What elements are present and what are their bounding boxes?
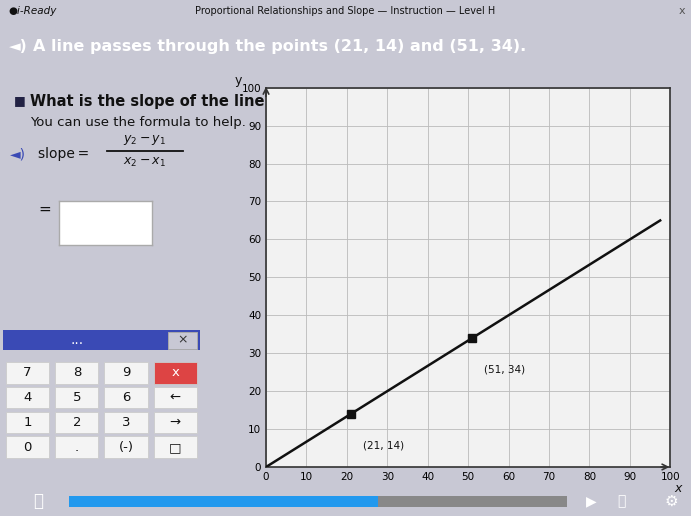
Text: You can use the formula to help.: You can use the formula to help. <box>30 116 246 130</box>
Text: =: = <box>38 202 50 217</box>
Text: ⏮: ⏮ <box>33 492 43 510</box>
Text: x: x <box>679 6 685 16</box>
Text: (21, 14): (21, 14) <box>363 441 404 450</box>
Text: $x_2 - x_1$: $x_2 - x_1$ <box>124 156 167 169</box>
Text: ◄): ◄) <box>9 39 28 54</box>
Text: ⚙: ⚙ <box>665 493 679 509</box>
Bar <box>3 330 200 350</box>
Bar <box>153 362 197 383</box>
Bar <box>169 332 197 349</box>
Text: ▶: ▶ <box>585 494 596 508</box>
Text: 4: 4 <box>23 391 32 404</box>
Bar <box>153 437 197 458</box>
Text: 3: 3 <box>122 416 131 429</box>
Bar <box>6 412 49 433</box>
Text: □: □ <box>169 441 182 454</box>
Text: x: x <box>674 482 682 495</box>
Text: What is the slope of the line?: What is the slope of the line? <box>30 94 273 109</box>
Text: 6: 6 <box>122 391 130 404</box>
Text: x: x <box>171 366 179 379</box>
Text: ←: ← <box>170 391 181 404</box>
Bar <box>6 386 49 409</box>
Bar <box>69 496 567 507</box>
Bar <box>55 437 99 458</box>
Bar <box>104 386 148 409</box>
Bar <box>6 362 49 383</box>
Bar <box>153 386 197 409</box>
Text: 0: 0 <box>23 441 32 454</box>
Text: .: . <box>75 441 79 454</box>
Bar <box>55 362 99 383</box>
Text: 2: 2 <box>73 416 81 429</box>
Bar <box>104 412 148 433</box>
Text: 1: 1 <box>23 416 32 429</box>
Text: ◄): ◄) <box>10 148 26 162</box>
Text: ■: ■ <box>14 94 26 107</box>
Text: $y_2 - y_1$: $y_2 - y_1$ <box>124 133 167 148</box>
Text: 7: 7 <box>23 366 32 379</box>
Bar <box>55 412 99 433</box>
Text: 8: 8 <box>73 366 81 379</box>
Bar <box>55 386 99 409</box>
Text: 9: 9 <box>122 366 130 379</box>
Text: slope =: slope = <box>38 148 89 162</box>
Bar <box>6 437 49 458</box>
Bar <box>104 362 148 383</box>
Text: ●i-Ready: ●i-Ready <box>8 6 57 16</box>
Text: Proportional Relationships and Slope — Instruction — Level H: Proportional Relationships and Slope — I… <box>196 6 495 16</box>
Bar <box>104 437 148 458</box>
Text: (-): (-) <box>119 441 133 454</box>
Bar <box>153 412 197 433</box>
Text: y: y <box>234 74 242 87</box>
Bar <box>69 496 377 507</box>
Text: ...: ... <box>70 333 84 347</box>
Text: ×: × <box>178 334 188 347</box>
Text: ⏸: ⏸ <box>618 494 626 508</box>
Text: →: → <box>170 416 181 429</box>
Text: (51, 34): (51, 34) <box>484 365 525 375</box>
Text: A line passes through the points (21, 14) and (51, 34).: A line passes through the points (21, 14… <box>33 39 527 54</box>
Text: 5: 5 <box>73 391 81 404</box>
